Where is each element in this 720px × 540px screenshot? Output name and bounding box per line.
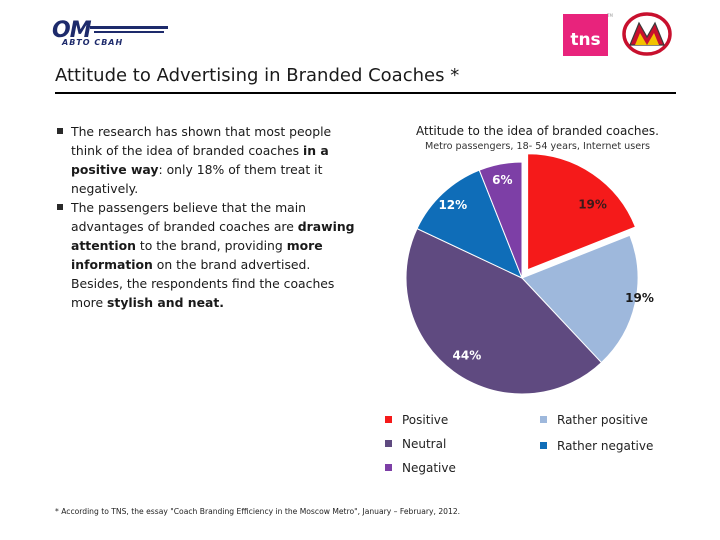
logo-stripe: [94, 31, 164, 33]
legend-label: Rather negative: [557, 439, 654, 453]
pie-slice-neutral: [405, 227, 603, 395]
chart-legend: Positive Rather positive Neutral Rather …: [385, 410, 685, 480]
finding-text-part: to the brand, providing: [135, 238, 287, 253]
pie-slice-positive: [527, 153, 637, 271]
pie-slice-rather-positive: [521, 234, 639, 364]
title-divider: [55, 92, 676, 94]
finding-text-emphasis: in a positive way: [71, 143, 329, 177]
legend-label: Positive: [402, 413, 449, 427]
metro-logo-icon: [622, 12, 672, 56]
chart-subtitle: Metro passengers, 18- 54 years, Internet…: [424, 141, 651, 152]
legend-swatch: [385, 440, 392, 447]
findings-list: The research has shown that most people …: [55, 122, 355, 312]
legend-item-rather-positive: Rather positive: [540, 413, 648, 427]
legend-swatch: [385, 464, 392, 471]
legend-swatch: [540, 442, 547, 449]
logo-sub-text: ABTO CBAH: [62, 38, 124, 47]
finding-text-part: on the brand advertised. Besides, the re…: [71, 257, 335, 310]
finding-text-emphasis: drawing attention: [71, 219, 355, 253]
bullet-square-icon: [57, 204, 63, 210]
tns-logo-text: tns: [570, 30, 601, 50]
legend-swatch: [540, 416, 547, 423]
pie-data-label: 44%: [453, 349, 482, 363]
finding-text-part: : only 18% of them treat it negatively.: [71, 162, 323, 196]
legend-label: Rather positive: [557, 413, 648, 427]
legend-label: Negative: [402, 461, 456, 475]
legend-item-neutral: Neutral: [385, 437, 446, 451]
legend-item-rather-negative: Rather negative: [540, 439, 653, 453]
finding-text-emphasis: more information: [71, 238, 323, 272]
source-footnote: * According to TNS, the essay "Coach Bra…: [55, 507, 461, 516]
bullet-square-icon: [57, 128, 63, 134]
pie-data-label: 19%: [578, 198, 607, 212]
legend-item-negative: Negative: [385, 461, 456, 475]
tns-trademark: TM: [607, 13, 613, 18]
om-auto-logo: OM ABTO CBAH: [52, 18, 168, 48]
legend-item-positive: Positive: [385, 413, 448, 427]
legend-label: Neutral: [402, 437, 447, 451]
pie-chart: 19% 19% 44% 12% 6%: [405, 153, 654, 395]
pie-slice-rather-negative: [416, 169, 523, 279]
finding-text-emphasis: stylish and neat.: [107, 295, 225, 310]
pie-data-label: 6%: [492, 173, 512, 187]
legend-swatch: [385, 416, 392, 423]
pie-slice-negative: [478, 161, 523, 279]
finding-bullet: The research has shown that most people …: [55, 122, 355, 198]
logo-main-text: OM: [52, 18, 92, 43]
logo-stripe: [90, 26, 168, 29]
finding-text-part: The passengers believe that the main adv…: [71, 200, 307, 234]
finding-bullet: The passengers believe that the main adv…: [55, 198, 355, 312]
page-title: Attitude to Advertising in Branded Coach…: [55, 65, 460, 86]
finding-text-part: The research has shown that most people …: [71, 124, 332, 158]
pie-data-label: 19%: [625, 291, 654, 305]
pie-data-label: 12%: [438, 198, 467, 212]
chart-title: Attitude to the idea of branded coaches.: [415, 124, 659, 138]
tns-logo: tns: [563, 14, 608, 56]
